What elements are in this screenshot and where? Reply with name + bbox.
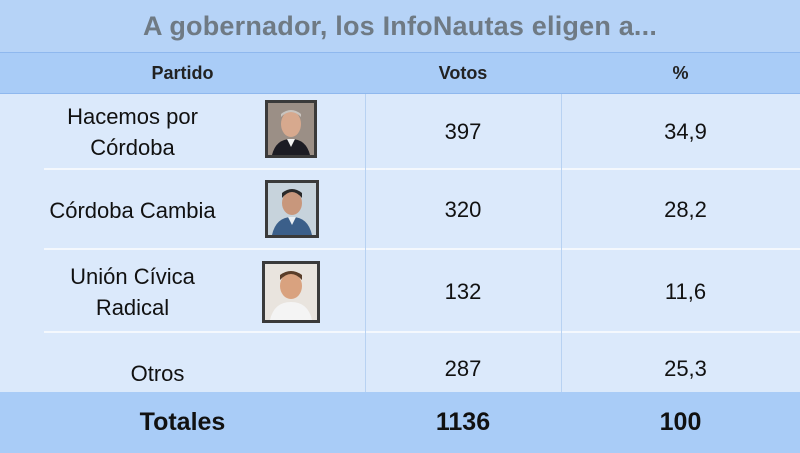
votes-value: 320 [444, 197, 482, 222]
page-title: A gobernador, los InfoNautas eligen a... [0, 0, 800, 52]
party-name: Córdoba Cambia [49, 197, 216, 223]
candidate-portrait-icon [265, 100, 317, 158]
candidate-portrait-icon [265, 180, 319, 238]
votes-value: 132 [444, 278, 482, 304]
row-divider [44, 168, 800, 170]
votes-value: 397 [444, 119, 482, 144]
party-name: Otros [130, 361, 185, 386]
totals-label: Totales [139, 408, 226, 436]
column-divider [561, 94, 562, 453]
column-header-votos: Votos [438, 62, 488, 83]
votes-value: 287 [444, 356, 482, 381]
row-divider [44, 248, 800, 250]
party-name: Unión Cívica Radical [70, 263, 195, 320]
totals-percent: 100 [659, 408, 702, 436]
candidate-portrait-icon-graphic [265, 264, 317, 320]
row-divider [44, 331, 800, 333]
candidate-portrait-icon-graphic [268, 103, 314, 155]
candidate-portrait-icon-graphic [268, 183, 316, 235]
percent-value: 11,6 [664, 278, 707, 304]
table-row: Hacemos por Córdoba 397 34,9 [0, 94, 800, 170]
totals-votes: 1136 [435, 408, 491, 436]
party-name: Hacemos por Córdoba [67, 104, 198, 160]
column-header-pct: % [672, 62, 689, 83]
percent-value: 28,2 [664, 197, 707, 222]
percent-value: 34,9 [664, 119, 707, 144]
column-divider [365, 94, 366, 453]
table-row: Unión Cívica Radical 132 11,6 [0, 250, 800, 333]
table-row: Córdoba Cambia 320 28,2 [0, 170, 800, 250]
table-row: Otros 287 25,3 [0, 333, 800, 392]
totals-row: Totales 1136 100 [0, 392, 800, 453]
column-header-partido: Partido [151, 62, 214, 83]
percent-value: 25,3 [664, 356, 707, 381]
table-header: Partido Votos % [0, 52, 800, 94]
candidate-portrait-icon [262, 261, 320, 323]
